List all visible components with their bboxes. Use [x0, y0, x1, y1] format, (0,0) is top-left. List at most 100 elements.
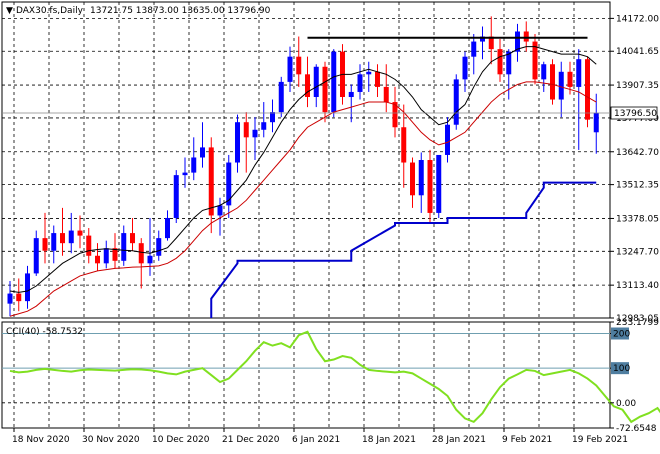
cci-panel-frame [1, 321, 611, 429]
bull-candle [217, 205, 223, 216]
bear-candle [95, 255, 100, 264]
cci-tick-label: 200 [613, 329, 630, 339]
bull-candle [261, 122, 267, 130]
x-tick-label: 19 Feb 2021 [572, 435, 628, 445]
bear-candle [60, 233, 65, 244]
bull-candle [173, 175, 179, 218]
slow_ma-line [9, 81, 597, 317]
bull-candle [366, 71, 372, 75]
bull-candle [226, 162, 232, 206]
bull-candle [156, 238, 162, 256]
current-price-badge [610, 106, 658, 120]
grid-lines [2, 2, 610, 429]
x-tick-label: 9 Feb 2021 [502, 435, 552, 445]
cci-tick-label: 233.1799 [616, 318, 659, 328]
x-tick-label: 18 Jan 2021 [362, 435, 416, 445]
bear-candle [305, 74, 310, 98]
bull-candle [270, 112, 275, 123]
price-tick-label: 12983.05 [616, 314, 659, 324]
bull-candle [418, 160, 424, 196]
bear-candle [532, 41, 538, 80]
cci-series [9, 330, 660, 424]
bear-candle [208, 147, 214, 216]
bear-candle [130, 233, 135, 244]
bear-candle [243, 122, 249, 138]
x-tick-label: 18 Nov 2020 [12, 435, 70, 445]
symbol-label: DAX30.fs,Daily [16, 6, 84, 16]
bear-candle [383, 86, 389, 103]
cci-line [9, 330, 660, 424]
bear-candle [296, 56, 302, 75]
support-line [210, 181, 597, 319]
current-price-label: 13796.50 [614, 109, 657, 119]
x-tick-label: 21 Dec 2020 [222, 435, 280, 445]
bull-candle [480, 36, 485, 42]
bull-candle [103, 248, 109, 264]
x-tick-label: 30 Nov 2020 [82, 435, 140, 445]
bear-candle [42, 238, 48, 251]
cci-tick-label: 100 [613, 364, 630, 374]
bull-candle [278, 81, 284, 113]
symbol-header-icon: ▼ [6, 6, 13, 16]
bull-candle [541, 64, 547, 80]
cci-tick-label: 0.00 [616, 399, 636, 409]
bear-candle [550, 64, 555, 100]
bear-candle [488, 36, 494, 50]
cci-tick-label: -72.6548 [616, 424, 657, 434]
bear-candle [523, 31, 529, 42]
bull-candle [25, 273, 30, 302]
bull-candle [147, 255, 153, 264]
price-tick-label: 13642.70 [616, 148, 659, 158]
bear-candle [86, 235, 92, 256]
price-tick-label: 13113.40 [616, 281, 659, 291]
fast_ma-line [9, 46, 597, 293]
bull-candle [462, 56, 468, 80]
bull-candle [51, 233, 57, 251]
bull-candle [182, 172, 188, 176]
bull-candle [165, 217, 170, 239]
price-tick-label: 13378.05 [616, 214, 659, 224]
bear-candle [375, 71, 380, 87]
moving-averages [9, 46, 597, 317]
bull-candle [7, 293, 13, 304]
price-tick-label: 13907.35 [616, 81, 659, 91]
bull-candle [453, 79, 459, 125]
axis-labels: 18 Nov 2020 30 Nov 2020 10 Dec 2020 21 Dec … [2, 14, 659, 445]
x-tick-label: 6 Jan 2021 [292, 435, 340, 445]
bull-candle [506, 51, 512, 75]
bull-candle [33, 238, 39, 274]
bear-candle [112, 248, 118, 261]
bull-candle [436, 154, 442, 213]
bull-candle [471, 41, 477, 57]
bear-candle [427, 160, 433, 213]
bear-candle [138, 243, 144, 264]
bull-candle [200, 147, 205, 158]
support-resistance-lines [210, 36, 597, 319]
bull-candle [313, 66, 319, 98]
bull-candle [252, 129, 258, 138]
price-tick-label: 14041.65 [616, 47, 659, 57]
price-tick-label: 13512.35 [616, 181, 659, 191]
x-tick-label: 10 Dec 2020 [152, 435, 210, 445]
bear-candle [392, 102, 398, 128]
bull-candle [593, 112, 599, 133]
bear-candle [401, 127, 407, 163]
bull-candle [235, 122, 240, 163]
ohlc-label: 13721.75 13873.00 13635.00 13796.90 [90, 6, 271, 16]
cci-label: CCI(40) -58.7532 [6, 327, 83, 337]
bull-candle [515, 31, 520, 52]
bull-candle [331, 51, 337, 113]
price-tick-label: 14172.00 [616, 14, 659, 24]
bull-candle [357, 74, 363, 92]
bull-candle [558, 71, 564, 100]
price-tick-label: 13247.70 [616, 247, 659, 257]
bull-candle [191, 157, 197, 173]
bear-candle [567, 71, 573, 87]
bull-candle [348, 91, 354, 98]
bull-candle [68, 230, 74, 244]
bull-candle [445, 124, 450, 155]
x-tick-label: 28 Jan 2021 [432, 435, 486, 445]
bear-candle [497, 49, 503, 75]
bear-candle [322, 66, 328, 113]
